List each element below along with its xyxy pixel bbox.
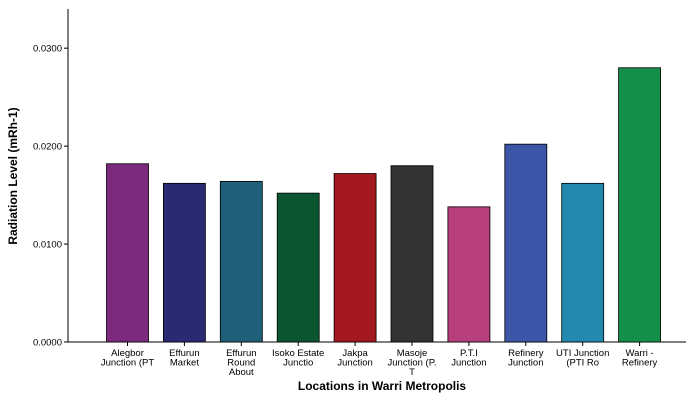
x-category-label-line: P.T.I <box>460 348 478 359</box>
bar <box>106 163 149 343</box>
x-category-label: Refinery Junction <box>508 348 544 369</box>
x-category-label-line: Junction <box>508 358 543 369</box>
chart-bars <box>106 67 661 343</box>
x-category-label-line: Junction <box>451 358 486 369</box>
x-category-label-line: Effurun <box>169 348 199 359</box>
x-category-label-line: Refinery <box>508 348 544 359</box>
y-tick-label: 0.0100 <box>33 240 62 251</box>
x-category-label: P.T.I Junction <box>451 348 486 369</box>
x-category-label-line: Junction <box>337 358 372 369</box>
x-category-label-line: Effurun <box>226 348 256 359</box>
x-category-label-line: Junction (P. <box>388 358 437 369</box>
bar <box>219 180 263 343</box>
x-category-label-line: T <box>409 367 415 378</box>
y-axis-title: Radiation Level (mRh-1) <box>6 107 20 244</box>
x-category-label: Isoko Estate Junctio <box>272 348 324 369</box>
x-category-label-line: Market <box>170 358 199 369</box>
bar <box>447 206 491 343</box>
x-category-label: Alegbor Junction (PT <box>101 348 155 369</box>
bar <box>618 67 661 343</box>
x-category-label: Masoje Junction (P. T <box>388 348 437 378</box>
x-category-label-line: Junction (PT <box>101 358 155 369</box>
y-tick-label: 0.0300 <box>33 44 62 55</box>
x-category-label-line: Round <box>227 358 255 369</box>
y-axis-ticks: 0.0000 0.0100 0.0200 0.0300 <box>33 44 68 349</box>
x-category-label-line: UTI Junction <box>556 348 609 359</box>
x-category-label: UTI Junction (PTI Ro <box>556 348 609 369</box>
x-category-label: Effurun Round About <box>226 348 256 378</box>
x-category-label-line: Refinery <box>622 358 658 369</box>
x-category-label-line: Warri - <box>626 348 654 359</box>
x-category-label-line: Masoje <box>397 348 428 359</box>
bar <box>333 173 377 343</box>
x-category-label-line: Alegbor <box>111 348 144 359</box>
bar <box>561 182 605 343</box>
y-tick-label: 0.0000 <box>33 338 62 349</box>
bar <box>162 182 206 343</box>
x-category-label: Jakpa Junction <box>337 348 372 369</box>
bar <box>390 165 434 343</box>
x-axis-title: Locations in Warri Metropolis <box>298 379 467 393</box>
x-category-label-line: Junctio <box>283 358 313 369</box>
x-category-label: Warri -Refinery <box>622 348 658 369</box>
x-category-label-line: Isoko Estate <box>272 348 324 359</box>
bar <box>276 192 320 343</box>
x-category-label: Effurun Market <box>169 348 199 369</box>
y-tick-label: 0.0200 <box>33 142 62 153</box>
bar <box>504 143 548 343</box>
x-category-label-line: Jakpa <box>342 348 368 359</box>
x-category-label-line: (PTI Ro <box>566 358 599 369</box>
x-category-label-line: About <box>229 367 254 378</box>
